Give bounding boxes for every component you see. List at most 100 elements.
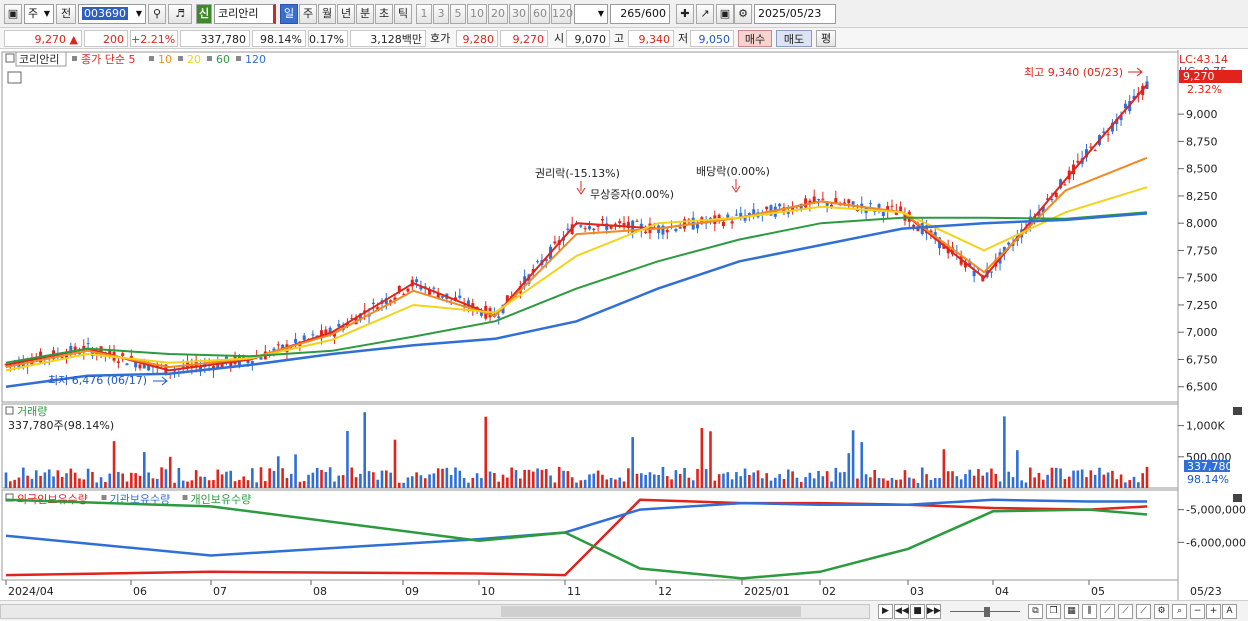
settings-icon[interactable]: ⚙	[1154, 604, 1169, 619]
candle-body	[821, 198, 825, 200]
volume-bar	[946, 471, 950, 488]
x-tick-label: 11	[567, 585, 581, 598]
candle-body	[860, 203, 864, 207]
interval-button-10[interactable]: 10	[467, 4, 487, 24]
volume-bar	[1046, 474, 1049, 488]
volume-bar	[60, 476, 64, 488]
prev-button[interactable]: 전	[56, 4, 76, 24]
trend-icon[interactable]: ↗	[696, 4, 714, 24]
average-button[interactable]: 평	[816, 30, 836, 47]
volume-bar	[220, 474, 224, 488]
draw-tool-icon[interactable]: ⟋	[1118, 604, 1133, 619]
zoom-slider-handle[interactable]	[984, 607, 990, 617]
calculator-icon[interactable]	[7, 71, 22, 84]
candle-body	[73, 346, 77, 352]
volume-bar	[397, 482, 401, 488]
text-tool-icon[interactable]: A	[1222, 604, 1237, 619]
interval-button-120[interactable]: 120	[551, 4, 573, 24]
stock-name-field[interactable]: 코리안리	[214, 4, 276, 24]
volume-bar	[449, 475, 453, 488]
volume-bar	[557, 466, 561, 488]
draw-tool-icon[interactable]: ⟋	[1136, 604, 1151, 619]
volume-bar	[1115, 479, 1119, 488]
horizontal-scrollbar[interactable]	[0, 604, 870, 619]
pane-close-icon[interactable]	[1233, 494, 1242, 502]
speaker-icon[interactable]: ♬	[168, 4, 192, 24]
holding-legend-2: 개인보유수량	[191, 493, 252, 506]
candle-body	[847, 199, 851, 204]
price-tick-label: 7,250	[1186, 299, 1218, 312]
stop-icon[interactable]: ■	[910, 604, 925, 619]
volume-bar	[1119, 474, 1123, 488]
scroll-right-icon[interactable]: ▶	[878, 604, 893, 619]
interval-custom-select[interactable]: ▼	[574, 4, 608, 24]
credit-badge[interactable]: 신	[196, 4, 212, 24]
scroll-thumb[interactable]	[501, 606, 801, 617]
volume-bar	[4, 472, 8, 488]
pane-box-icon[interactable]	[5, 53, 15, 63]
draw-line-icon[interactable]: ⟋	[1100, 604, 1115, 619]
candle-body	[579, 225, 583, 227]
layout-icon[interactable]: ⧉	[1028, 604, 1043, 619]
interval-button-60[interactable]: 60	[530, 4, 550, 24]
volume-bar	[748, 475, 751, 488]
stock-code-input[interactable]: 003690 ▼	[78, 4, 146, 24]
type-select[interactable]: 주 ▼	[24, 4, 54, 24]
chart-type-icon[interactable]: ⫼	[1082, 604, 1097, 619]
volume-bar	[276, 456, 280, 488]
fast-forward-icon[interactable]: ▶▶	[926, 604, 941, 619]
zoom-out-icon[interactable]: −	[1190, 604, 1205, 619]
period-tab-3[interactable]: 년	[337, 4, 355, 24]
magnify-icon[interactable]: ⌕	[1172, 604, 1187, 619]
sell-button[interactable]: 매도	[776, 30, 812, 47]
rewind-icon[interactable]: ◀◀	[894, 604, 909, 619]
volume-bar	[69, 468, 73, 488]
volume-bar	[860, 442, 864, 488]
volume-bar	[1128, 480, 1132, 488]
volume-bar	[536, 468, 539, 488]
gear-icon[interactable]: ⚙	[734, 4, 752, 24]
period-tab-6[interactable]: 틱	[394, 4, 412, 24]
period-tab-1[interactable]: 주	[299, 4, 317, 24]
date-field[interactable]: 2025/05/23	[754, 4, 836, 24]
volume-bar	[1020, 480, 1023, 488]
count-field[interactable]: 265/600	[610, 4, 670, 24]
copy-icon[interactable]: ❐	[1046, 604, 1061, 619]
volume-bar	[665, 476, 669, 488]
save-icon[interactable]: ▣	[716, 4, 734, 24]
crosshair-icon[interactable]: ✚	[676, 4, 694, 24]
interval-button-3[interactable]: 3	[433, 4, 449, 24]
volume-value: 337,780	[180, 30, 250, 47]
interval-button-5[interactable]: 5	[450, 4, 466, 24]
pane-close-icon[interactable]	[1233, 407, 1242, 415]
candle-body	[972, 270, 976, 277]
pane-box-icon[interactable]	[5, 406, 14, 415]
grid-icon[interactable]: ▦	[1064, 604, 1079, 619]
candle-body	[899, 206, 903, 213]
candle-body	[358, 313, 362, 321]
interval-button-30[interactable]: 30	[509, 4, 529, 24]
volume-bar	[1072, 470, 1075, 488]
candle-body	[436, 293, 440, 299]
volume-bar	[1089, 470, 1093, 488]
period-tab-0[interactable]: 일	[280, 4, 298, 24]
volume-bar	[337, 475, 341, 488]
window-icon[interactable]: ▣	[4, 4, 22, 24]
interval-button-1[interactable]: 1	[416, 4, 432, 24]
candle-body	[1084, 149, 1088, 158]
zoom-in-icon[interactable]: +	[1206, 604, 1221, 619]
volume-title: 거래량	[17, 405, 47, 418]
period-tab-4[interactable]: 분	[356, 4, 374, 24]
search-icon[interactable]: ⚲	[148, 4, 166, 24]
period-tab-5[interactable]: 초	[375, 4, 393, 24]
volume-bar	[9, 481, 12, 488]
interval-button-20[interactable]: 20	[488, 4, 508, 24]
volume-bar	[808, 472, 812, 488]
period-tab-2[interactable]: 월	[318, 4, 336, 24]
x-tick-label: 10	[481, 585, 495, 598]
volume-bar	[117, 471, 120, 488]
candle-body	[220, 362, 224, 368]
buy-button[interactable]: 매수	[738, 30, 772, 47]
volume-bar	[82, 479, 86, 488]
